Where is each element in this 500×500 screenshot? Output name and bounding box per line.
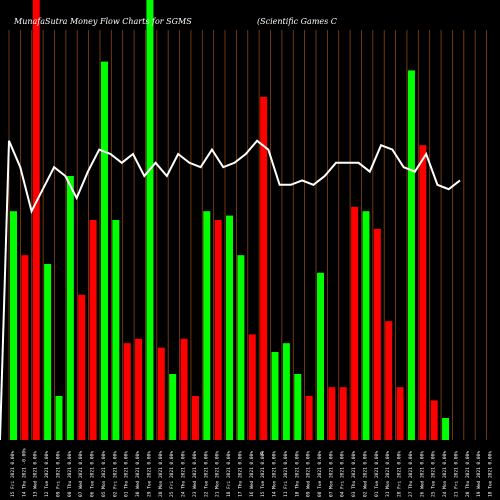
x-tick-label: 21 Fri 2021 0.00% [453, 451, 459, 497]
x-tick-label: 04 Fri 2021 0.00% [340, 451, 346, 497]
bar-down [157, 347, 165, 440]
x-axis-center-label: 0 [260, 451, 263, 457]
x-tick-label: 05 Mon 2021 0.00% [101, 451, 107, 497]
bar-down [21, 255, 29, 440]
bar-down [123, 343, 131, 440]
x-tick-label: 01 Thu 2021 0.00% [124, 451, 130, 497]
bar-up [316, 272, 324, 440]
bar-down [78, 294, 86, 440]
x-tick-label: 18 Tue 2021 0.00% [488, 451, 494, 497]
bar-up [169, 374, 177, 440]
x-tick-label: 02 Wed 2021 0.00% [362, 451, 368, 497]
chart-subtitle: (Scientific Games C [257, 17, 337, 26]
bar-up [112, 220, 120, 440]
x-tick-label: 14 Mon 2021 0.00% [272, 451, 278, 497]
bar-up [55, 396, 63, 440]
x-tick-label: 03 Thu 2021 0.00% [351, 451, 357, 497]
bar-up [66, 176, 74, 440]
x-tick-label: 02 Fri 2021 0.00% [112, 451, 118, 497]
x-tick-label: 22 Tue 2021 0.00% [203, 451, 209, 497]
x-tick-label: 19 Wed 2021 0.00% [476, 451, 482, 497]
bar-up [237, 255, 245, 440]
tick-labels: 15 Fri 2021 0.00% 14 Thu 2021 -0.00% 13 We… [10, 448, 494, 497]
x-tick-label: 08 Tue 2021 0.00% [317, 451, 323, 497]
bar-up [226, 215, 234, 440]
money-flow-line [0, 139, 461, 441]
bar-up [203, 211, 211, 440]
x-tick-label: 31 Mon 2021 0.00% [385, 451, 391, 497]
x-tick-label: 18 Fri 2021 0.00% [226, 451, 232, 497]
x-tick-label: 09 Fri 2021 0.00% [55, 451, 61, 497]
bar-down [89, 220, 97, 440]
bar-up [294, 374, 302, 440]
bar-down [339, 387, 347, 440]
chart-title: MunafaSutra Money Flow Charts for SGMS [13, 17, 192, 26]
x-tick-label: 14 Thu 2021 -0.00% [21, 448, 27, 497]
x-tick-label: 11 Fri 2021 0.00% [283, 451, 289, 497]
x-tick-label: 13 Wed 2021 0.00% [33, 451, 39, 497]
bar-down [385, 321, 393, 440]
bar-down [248, 334, 256, 440]
bar-down [419, 145, 427, 440]
x-tick-label: 30 Wed 2021 0.00% [135, 451, 141, 497]
bar-down [191, 396, 199, 440]
x-tick-label: 28 Fri 2021 0.00% [397, 451, 403, 497]
bar-down [32, 0, 40, 440]
x-tick-label: 01 Tue 2021 0.00% [374, 451, 380, 497]
x-tick-label: 09 Wed 2021 0.00% [306, 451, 312, 497]
bar-up [282, 343, 290, 440]
x-tick-label: 28 Mon 2021 0.00% [158, 451, 164, 497]
bar-up [10, 211, 17, 440]
bars [10, 0, 450, 441]
grid-lines [8, 30, 487, 440]
bar-down [430, 400, 438, 440]
bar-up [146, 0, 154, 440]
bar-up [362, 211, 370, 440]
x-tick-label: 17 Thu 2021 0.00% [237, 451, 243, 497]
bar-up [407, 70, 415, 441]
bar-down [396, 387, 404, 440]
x-tick-label: 23 Wed 2021 0.00% [192, 451, 198, 497]
bar-up [271, 352, 279, 440]
x-tick-label: 07 Wed 2021 0.00% [78, 451, 84, 497]
x-tick-label: 16 Wed 2021 0.00% [249, 451, 255, 497]
x-tick-label: 15 Tue 2021 0.00% [260, 451, 266, 497]
x-tick-label: 15 Fri 2021 0.00% [10, 451, 16, 497]
x-tick-label: 25 Tue 2021 0.00% [431, 451, 437, 497]
bar-down [260, 96, 268, 441]
x-tick-label: 21 Mon 2021 0.00% [215, 451, 221, 497]
x-tick-label: 24 Thu 2021 0.00% [181, 451, 187, 497]
x-tick-label: 10 Thu 2021 0.00% [294, 451, 300, 497]
bar-down [351, 206, 359, 440]
bar-down [328, 387, 336, 440]
x-tick-label: 29 Tue 2021 0.00% [146, 451, 152, 497]
bar-up [442, 418, 450, 440]
x-tick-label: 07 Mon 2021 0.00% [328, 451, 334, 497]
bar-down [135, 338, 143, 440]
x-tick-label: 26 Wed 2021 0.00% [419, 451, 425, 497]
x-tick-label: 27 Thu 2021 0.00% [408, 451, 414, 497]
x-tick-label: 12 Tue 2021 0.00% [44, 451, 50, 497]
x-tick-label: 24 Mon 2021 0.00% [442, 451, 448, 497]
bar-down [305, 396, 313, 440]
bar-up [100, 61, 108, 440]
bar-down [180, 338, 188, 440]
x-tick-label: 20 Thu 2021 0.00% [465, 451, 471, 497]
x-tick-label: 08 Thu 2021 0.00% [67, 451, 73, 497]
x-tick-label: 25 Fri 2021 0.00% [169, 451, 175, 497]
bar-down [214, 220, 222, 440]
bar-down [373, 228, 381, 440]
x-tick-label: 06 Tue 2021 0.00% [90, 451, 96, 497]
bar-up [44, 264, 52, 440]
